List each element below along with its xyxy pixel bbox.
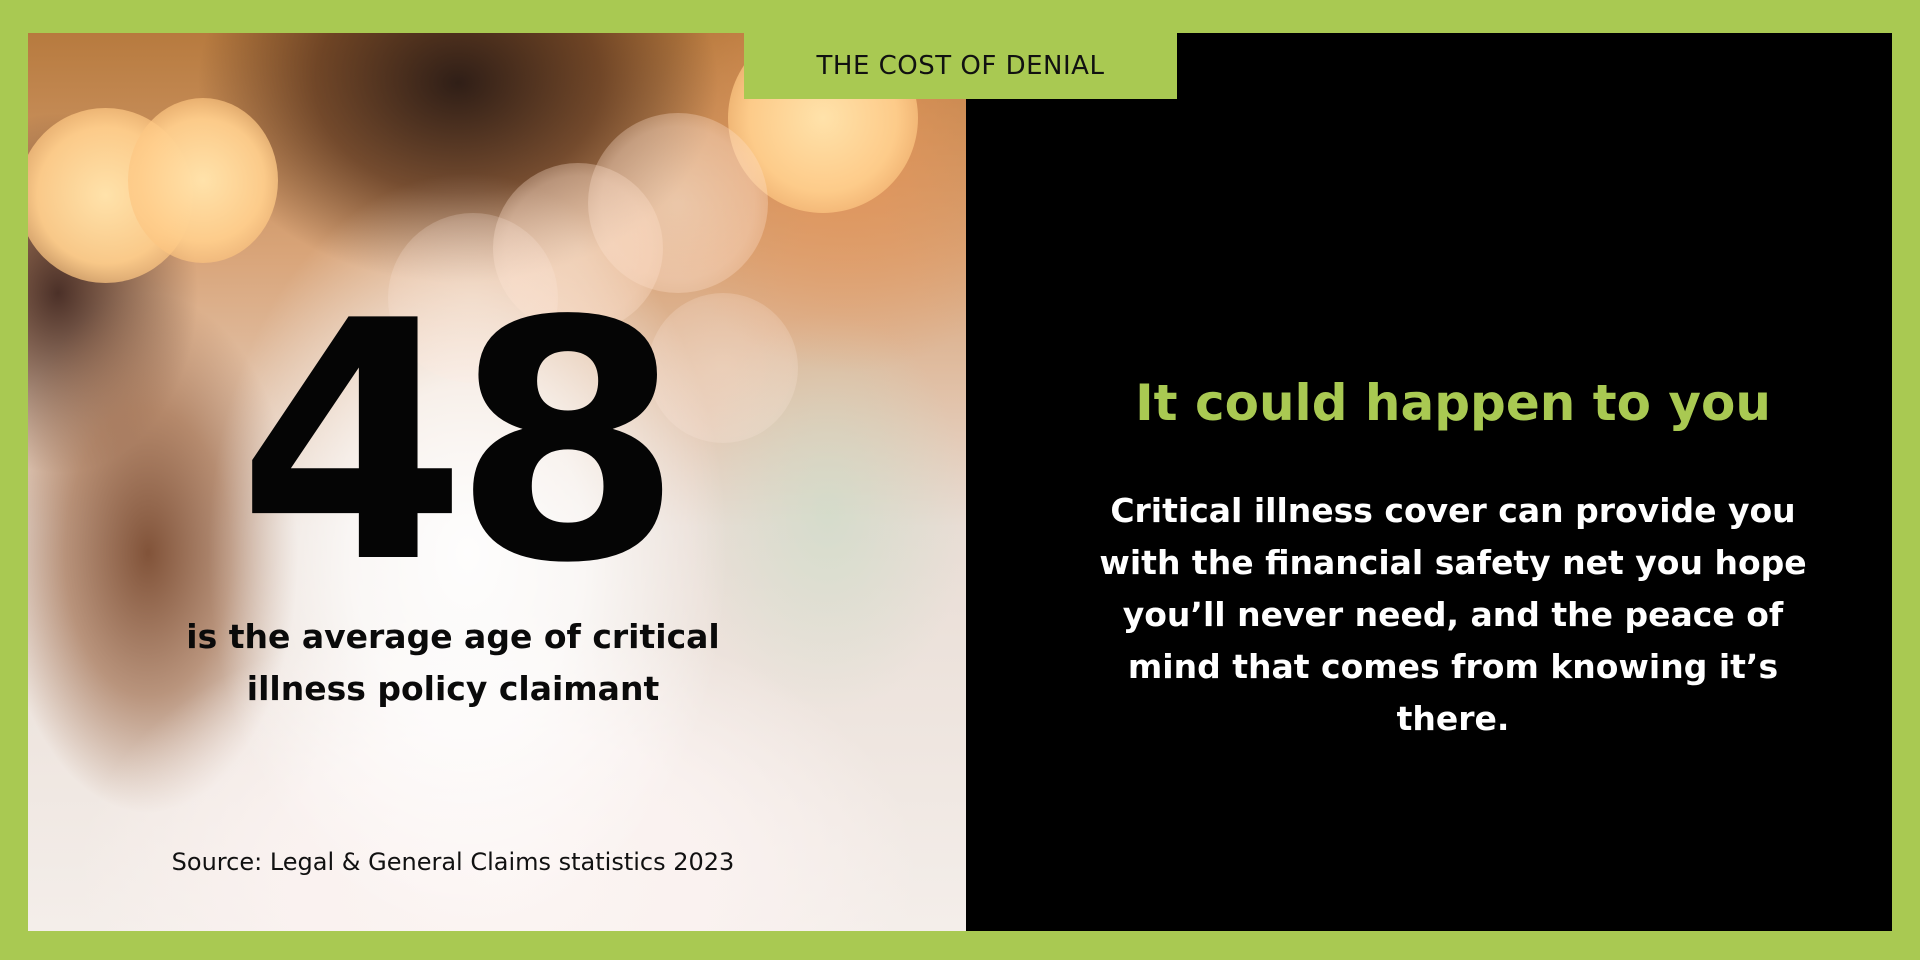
stat-caption: is the average age of critical illness p…: [186, 617, 720, 708]
source-citation: Source: Legal & General Claims statistic…: [171, 848, 735, 876]
headline: It could happen to you: [1135, 374, 1771, 432]
bokeh-light: [128, 98, 278, 263]
bokeh-light: [388, 213, 558, 383]
section-tab-label: THE COST OF DENIAL: [744, 33, 1177, 99]
body-copy: Critical illness cover can provide you w…: [1099, 491, 1807, 738]
bokeh-light: [493, 163, 663, 333]
stat-number: 48: [237, 251, 682, 635]
infographic-frame: 48 is the average age of critical illnes…: [28, 33, 1892, 931]
blurred-background-photo: 48 is the average age of critical illnes…: [28, 33, 966, 931]
bokeh-light: [648, 293, 798, 443]
